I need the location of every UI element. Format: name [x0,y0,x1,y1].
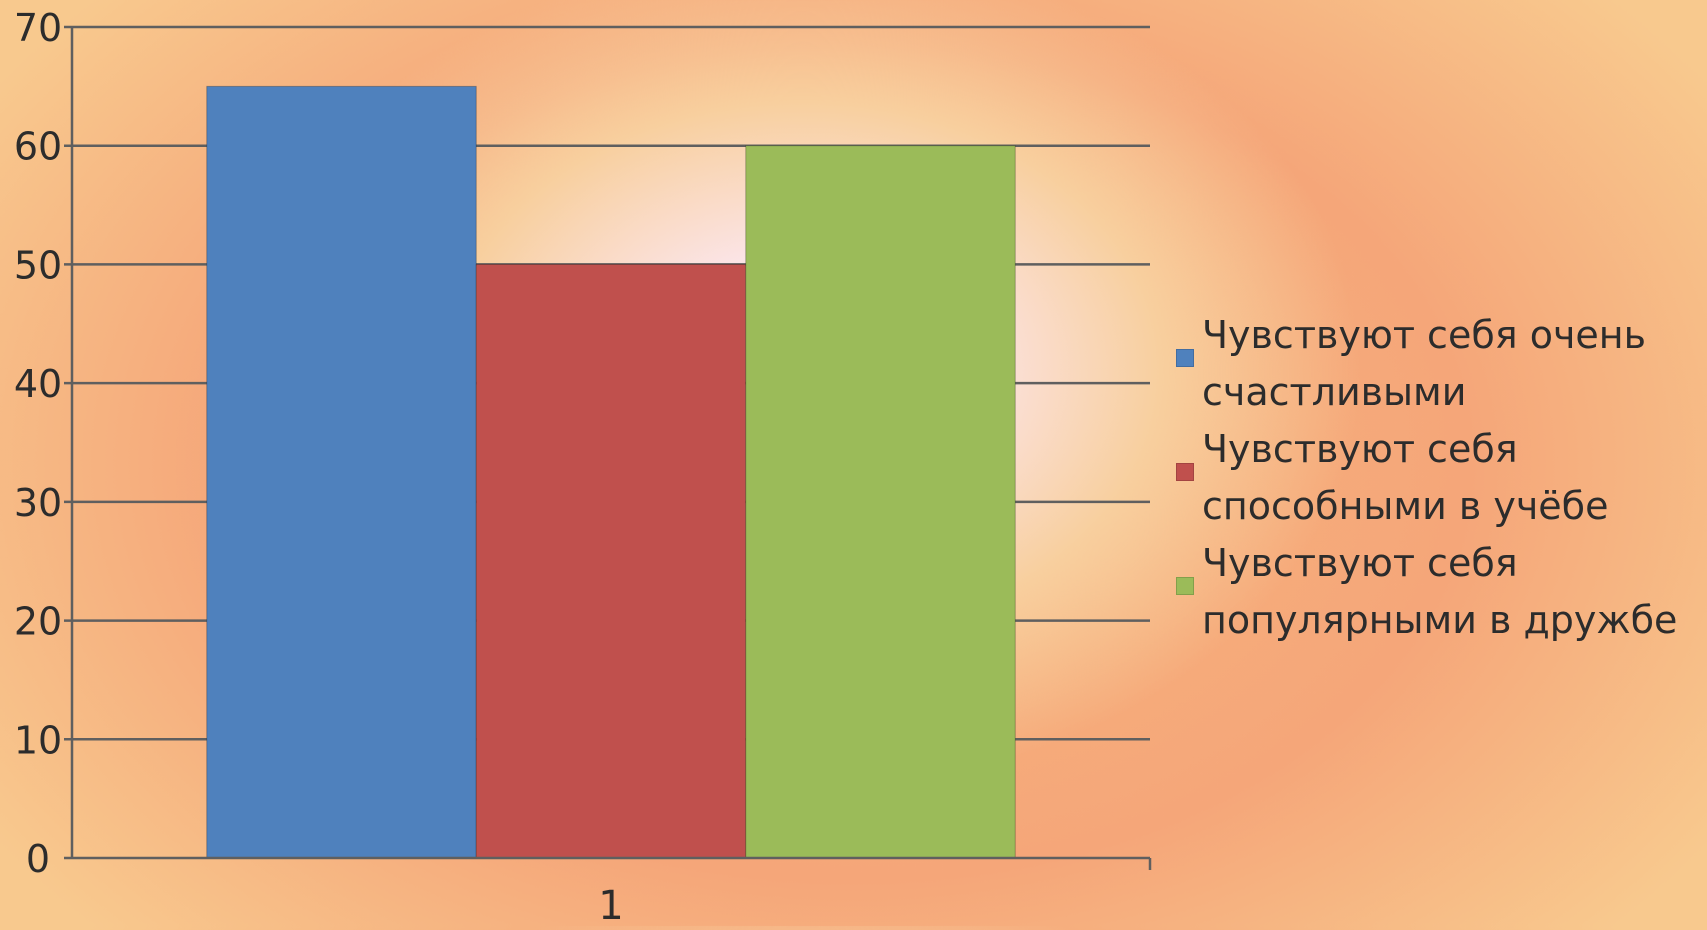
legend-swatch-popular [1176,577,1194,595]
y-tick-label-30: 30 [14,481,62,525]
y-tick-label-70: 70 [14,6,62,50]
y-tick-label-40: 40 [14,362,62,406]
legend-item-happy: Чувствуют себя очень счастливыми [1168,307,1698,421]
legend-swatch-capable [1176,463,1194,481]
y-tick-label-0: 0 [26,837,50,881]
legend-item-popular: Чувствуют себя популярными в дружбе [1168,535,1698,649]
chart-legend: Чувствуют себя очень счастливыми Чувству… [1168,307,1698,649]
y-tick-label-50: 50 [14,243,62,287]
legend-label-happy: Чувствуют себя очень счастливыми [1202,313,1647,414]
legend-swatch-happy [1176,349,1194,367]
bar-1-series-0 [206,85,477,859]
legend-label-popular: Чувствуют себя популярными в дружбе [1202,541,1678,642]
y-tick-label-20: 20 [14,600,62,644]
y-tick-label-60: 60 [14,125,62,169]
y-tick-label-10: 10 [14,718,62,762]
bar-1-series-2 [745,145,1016,859]
legend-label-capable: Чувствуют себя способными в учёбе [1202,427,1609,528]
bar-1-series-1 [475,263,747,859]
legend-item-capable: Чувствуют себя способными в учёбе [1168,421,1698,535]
x-tick-label-1: 1 [598,883,623,926]
